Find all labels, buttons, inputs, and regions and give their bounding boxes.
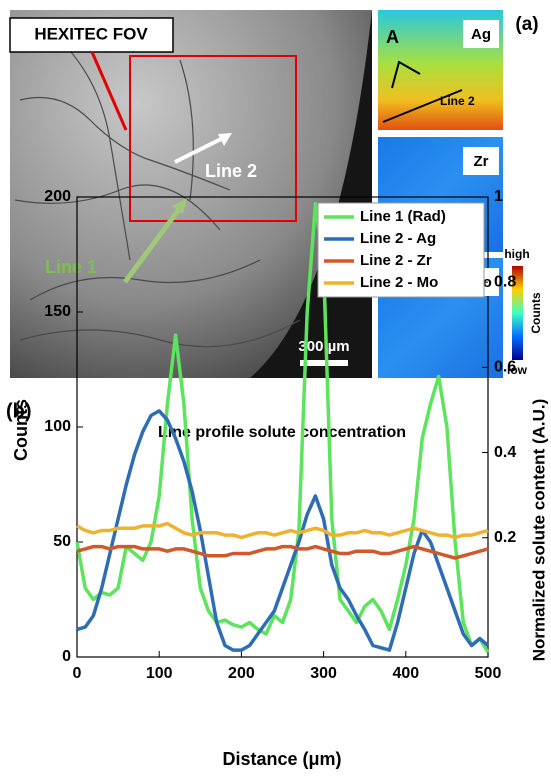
y2-tick-label: 1 (494, 188, 503, 205)
y-tick-label: 200 (44, 188, 71, 205)
legend-label: Line 2 - Mo (360, 274, 438, 291)
series-line (76, 521, 489, 540)
x-tick-label: 400 (392, 665, 419, 682)
map-line-label: Line 2 (440, 94, 475, 108)
fov-box (129, 55, 297, 222)
y2-tick-label: 0.8 (494, 273, 516, 290)
panel-label: (a) (515, 14, 538, 35)
y-tick-label: 100 (44, 418, 71, 435)
colorbar (512, 266, 523, 360)
map-label-box (463, 147, 499, 175)
y2-tick-label: 0.4 (494, 444, 516, 461)
legend-label: Line 2 - Zr (360, 252, 432, 269)
fov-arrow (90, 51, 128, 131)
colorbar-high: high (504, 247, 529, 261)
x-tick-label: 300 (310, 665, 337, 682)
arrowhead (218, 133, 232, 146)
series-line (76, 409, 490, 652)
x-tick-label: 500 (475, 665, 502, 682)
map-label-box (463, 20, 499, 48)
y2-tick-label: 0.2 (494, 529, 516, 546)
colorbar-low: low (507, 363, 528, 377)
line1-label: Line 1 (45, 257, 97, 277)
series-line (76, 544, 489, 560)
scale-bar-label: 300 µm (298, 338, 349, 355)
y-tick-label: 0 (62, 648, 71, 665)
colorbar-label: Counts (529, 292, 543, 334)
map-arrows (382, 60, 463, 123)
scale-bar (300, 360, 348, 366)
map-label: Zr (474, 153, 489, 170)
fov-label-box (9, 17, 174, 53)
map-marker: A (386, 27, 399, 47)
y-axis-label: Counts (11, 399, 31, 461)
y-tick-label: 50 (53, 533, 71, 550)
line2-arrow (174, 135, 226, 164)
x-tick-label: 100 (146, 665, 173, 682)
line2-label: Line 2 (205, 161, 257, 181)
y2-tick-label: 0.6 (494, 359, 516, 376)
y-tick-label: 150 (44, 303, 71, 320)
arrowhead (172, 198, 187, 214)
y2-axis-label: Normalized solute content (A.U.) (529, 399, 548, 662)
legend-label: Line 1 (Rad) (360, 208, 446, 225)
map-label: Ag (471, 26, 491, 43)
cracks (14, 39, 301, 348)
x-axis-label: Distance (μm) (222, 749, 341, 769)
x-tick-label: 0 (73, 665, 82, 682)
series-line (75, 202, 490, 654)
legend-label: Line 2 - Ag (360, 230, 436, 247)
fov-label: HEXITEC FOV (34, 24, 148, 43)
chart-title: Line profile solute concentration (158, 424, 406, 441)
line1-arrow (122, 206, 183, 284)
x-tick-label: 200 (228, 665, 255, 682)
panel-label: (b) (6, 400, 32, 422)
